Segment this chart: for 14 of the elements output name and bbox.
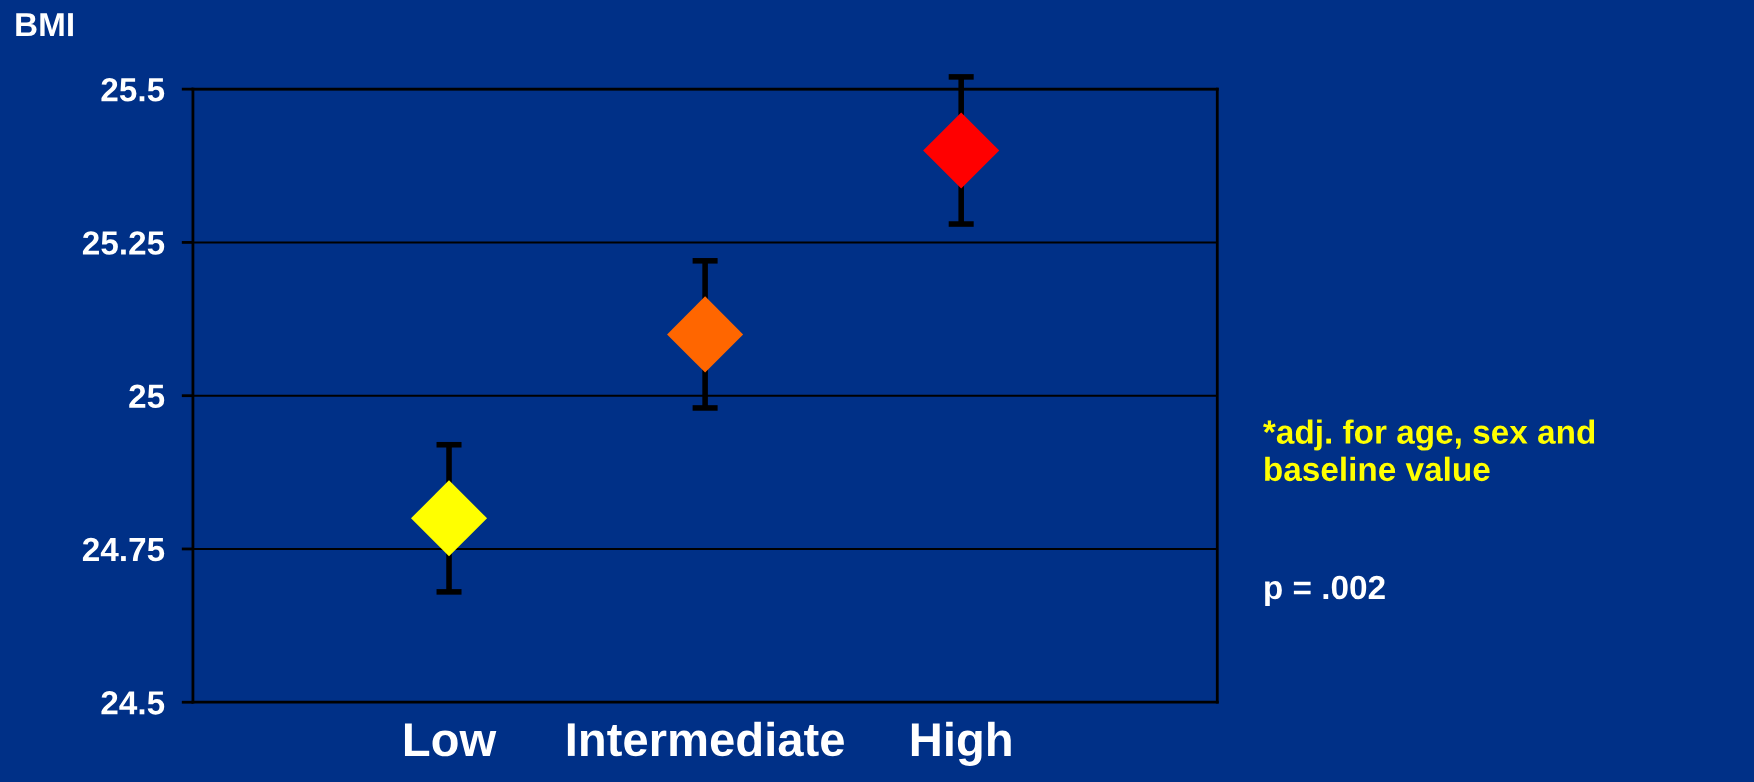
- point: [667, 296, 744, 373]
- y-tick-label: 24.75: [82, 537, 165, 562]
- x-tick-label: High: [911, 721, 1011, 766]
- y-tick-label: 24.5: [101, 691, 165, 715]
- y-tick-label: 25.25: [82, 231, 165, 255]
- text: p = .002: [1265, 575, 1385, 606]
- point: [923, 112, 1000, 189]
- y-tick-label: 25.5: [101, 77, 165, 102]
- point: [410, 480, 488, 557]
- y-axis-title: BMI: [16, 13, 73, 37]
- text: *adj. for age, sex and baseline value: [1262, 419, 1595, 482]
- x-tick-label: Low: [404, 723, 497, 757]
- x-tick-label: Intermediate: [567, 721, 844, 757]
- y-tick-label: 25: [129, 384, 165, 409]
